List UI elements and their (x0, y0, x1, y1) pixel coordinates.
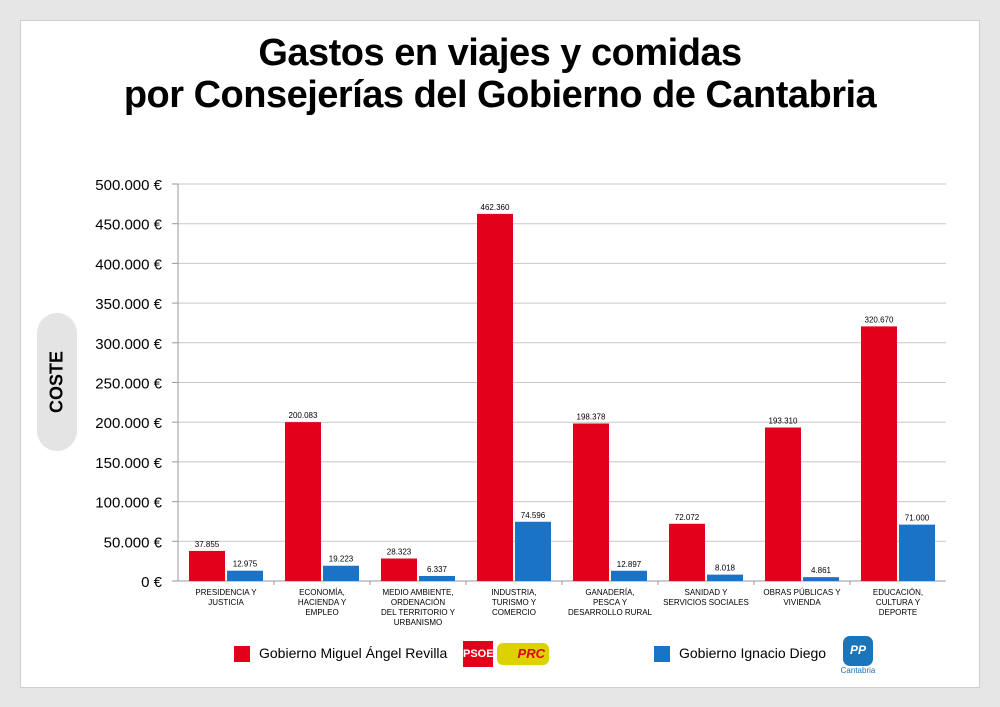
bar-revilla (765, 427, 801, 581)
category-label: HACIENDA Y (298, 598, 347, 607)
data-label: 28.323 (387, 548, 412, 557)
y-tick-label: 250.000 € (95, 376, 162, 393)
y-tick-label: 0 € (141, 574, 163, 591)
category-label: PRESIDENCIA Y (195, 588, 257, 597)
data-label: 74.596 (521, 511, 546, 520)
category-label: ECONOMÍA, (299, 588, 345, 597)
bar-revilla (477, 213, 513, 581)
data-label: 320.670 (865, 315, 894, 324)
psoe-logo: PSOE (463, 641, 494, 667)
chart-title-line-2: por Consejerías del Gobierno de Cantabri… (123, 74, 877, 116)
bar-revilla (189, 550, 225, 581)
category-label: EDUCACIÓN, (873, 588, 923, 597)
category-label: SANIDAD Y (685, 588, 729, 597)
data-label: 71.000 (905, 514, 930, 523)
category-label: SERVICIOS SOCIALES (663, 598, 749, 607)
category-label: EMPLEO (305, 608, 338, 617)
prc-logo: PRC (497, 643, 549, 665)
data-label: 72.072 (675, 513, 700, 522)
category-label: DEL TERRITORIO Y (381, 608, 456, 617)
bar-revilla (861, 326, 897, 581)
data-label: 12.975 (233, 560, 258, 569)
bar-revilla (573, 423, 609, 581)
data-label: 198.378 (577, 412, 606, 421)
category-label: DEPORTE (879, 608, 918, 617)
bar-diego (515, 521, 551, 581)
category-label: CULTURA Y (876, 598, 921, 607)
pp-logo: PP (843, 636, 873, 666)
category-label: VIVIENDA (783, 598, 821, 607)
y-tick-label: 150.000 € (95, 455, 162, 472)
y-tick-label: 50.000 € (104, 534, 163, 551)
data-label: 4.861 (811, 566, 832, 575)
legend-swatch-revilla (234, 646, 250, 662)
bar-diego (707, 574, 743, 581)
y-tick-label: 450.000 € (95, 217, 162, 234)
bar-diego (899, 524, 935, 581)
chart-title-line-1: Gastos en viajes y comidas (258, 32, 742, 74)
y-tick-label: 400.000 € (95, 256, 162, 273)
data-label: 37.855 (195, 540, 220, 549)
data-label: 8.018 (715, 564, 736, 573)
y-axis-label-pill (37, 313, 77, 451)
category-label: ORDENACIÓN (391, 598, 445, 607)
y-tick-label: 500.000 € (95, 177, 162, 194)
category-label: PESCA Y (593, 598, 628, 607)
bar-diego (803, 577, 839, 581)
data-label: 19.223 (329, 555, 354, 564)
pp-logo-subtitle: Cantabria (840, 666, 876, 675)
data-label: 462.360 (481, 203, 510, 212)
category-label: INDUSTRIA, (491, 588, 536, 597)
bar-revilla (381, 558, 417, 581)
chart-title: Gastos en viajes y comidas por Consejerí… (0, 32, 1000, 116)
category-label: URBANISMO (394, 618, 442, 627)
y-tick-label: 100.000 € (95, 495, 162, 512)
legend-label-revilla: Gobierno Miguel Ángel Revilla (259, 645, 448, 661)
bar-diego (227, 570, 263, 581)
y-tick-label: 350.000 € (95, 296, 162, 313)
bar-diego (419, 575, 455, 581)
category-label: DESARROLLO RURAL (568, 608, 653, 617)
y-tick-label: 300.000 € (95, 336, 162, 353)
category-label: OBRAS PÚBLICAS Y (763, 588, 841, 597)
bar-diego (611, 570, 647, 581)
category-label: GANADERÍA, (585, 588, 634, 597)
category-label: TURISMO Y (492, 598, 537, 607)
legend-swatch-diego (654, 646, 670, 662)
data-label: 12.897 (617, 560, 642, 569)
category-label: JUSTICIA (208, 598, 244, 607)
bar-diego (323, 565, 359, 581)
bar-revilla (285, 422, 321, 581)
data-label: 6.337 (427, 565, 448, 574)
category-label: COMERCIO (492, 608, 536, 617)
bar-revilla (669, 523, 705, 581)
y-tick-label: 200.000 € (95, 415, 162, 432)
data-label: 200.083 (289, 411, 318, 420)
legend-label-diego: Gobierno Ignacio Diego (679, 645, 827, 661)
category-label: MEDIO AMBIENTE, (382, 588, 453, 597)
data-label: 193.310 (769, 417, 798, 426)
